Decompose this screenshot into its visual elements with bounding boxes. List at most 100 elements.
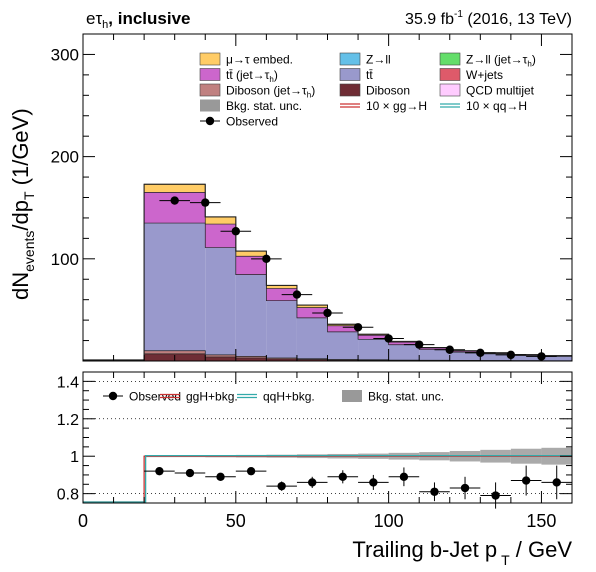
bar-tt--7	[358, 339, 389, 360]
observed-point-6	[353, 323, 363, 332]
observed-point-3	[262, 254, 271, 264]
observed-point-4	[292, 290, 302, 299]
ratio-point-10	[460, 483, 470, 493]
main-ytick-label-200: 200	[51, 148, 79, 167]
legend-ratio-label-gghb: ggH+bkg.	[186, 390, 238, 404]
legend-main-swatch-db	[339, 83, 361, 97]
main-y-ticks: 100 200 300	[51, 33, 572, 342]
ratio-ytick-label-3: 1.4	[57, 374, 79, 391]
bar-tt--13	[541, 356, 572, 361]
legend-main-label-qcd: QCD multijet	[466, 84, 535, 98]
ratio-point-2	[216, 472, 225, 481]
bar-tt-jet-h--11	[480, 353, 511, 354]
observed-point-9	[445, 345, 454, 354]
bar-diboson-jet-h--5	[296, 358, 328, 360]
legend-main-swatch-ttj	[199, 68, 221, 81]
ratio-line-1	[83, 455, 572, 503]
ratio-point-3	[246, 466, 256, 476]
ratio-point-11	[491, 491, 500, 500]
legend-main-swatch-emb	[199, 52, 221, 66]
legend-ratio-label-obs: Observed	[129, 390, 181, 404]
ratio-point-13	[552, 478, 561, 487]
observed-point-2	[231, 227, 241, 236]
ratio-xtick-label-0: 0	[78, 511, 88, 531]
bar-tt--8	[388, 344, 420, 361]
bar-tt-jet-h--9	[419, 348, 450, 350]
ratio-point-1	[185, 468, 195, 478]
bar-tt--5	[296, 317, 328, 359]
legend-main-label-dbj: Diboson (jet→τh)	[226, 84, 315, 100]
legend-main-label-zlj: Z→ll (jet→τh)	[466, 53, 536, 69]
observed-point-7	[384, 334, 393, 343]
bar-tt-jet-h--7	[358, 335, 389, 340]
bar-diboson-jet-h--2	[205, 354, 236, 357]
legend-main-label-unc: Bkg. stat. unc.	[226, 99, 302, 113]
legend-main-swatch-qcd	[439, 83, 461, 97]
bar--embed--1	[144, 184, 206, 193]
ratio-x-ticks: 0 50 100 150	[78, 372, 573, 531]
ratio-panel: 0.8 1 1.2 1.4 0 50 100 150 Observed ggH+bkg. qqH…	[57, 371, 573, 531]
bar-tt-jet-h--8	[388, 342, 420, 345]
bar-tt--9	[419, 349, 450, 361]
observed-point-1	[201, 198, 210, 207]
bar-diboson-3	[235, 357, 267, 361]
ratio-point-0	[155, 466, 164, 476]
legend-main-swatch-unc	[200, 99, 220, 112]
bar--embed--2	[205, 216, 236, 225]
legend-main-label-db: Diboson	[366, 84, 410, 98]
legend-ratio-swatch-uncr	[342, 390, 362, 402]
bar-tt--1	[144, 223, 206, 351]
bar-diboson-jet-h--3	[235, 356, 267, 358]
ratio-ytick-label-0: 0.8	[57, 487, 79, 504]
bar--embed--4	[266, 285, 297, 289]
legend-main-swatch-zlj	[439, 52, 461, 66]
bar-diboson-6	[327, 359, 359, 361]
bar-tt--4	[266, 300, 297, 358]
legend-main-label-qqh: 10 × qq→H	[466, 99, 527, 113]
bar-tt-jet-h--2	[205, 224, 236, 248]
channel-label: eτh, inclusive	[86, 9, 191, 31]
ratio-point-6	[338, 472, 347, 481]
bar-diboson-4	[266, 358, 297, 361]
luminosity-label: 35.9 fb-1 (2016, 13 TeV)	[405, 9, 572, 28]
ratio-xtick-label-50: 50	[226, 511, 246, 531]
layer-edge-2	[83, 222, 572, 361]
ratio-point-4	[277, 481, 286, 491]
legend-main-swatch-tt	[339, 68, 361, 81]
legend-main-swatch-zll	[339, 52, 361, 66]
legend-main-swatch-dbj	[199, 83, 221, 97]
legend-main: μ→τ embed. Z→ll Z→ll (jet→τh) tt̄ (jet→τh) t…	[199, 52, 536, 129]
ratio-gridlines	[83, 380, 572, 495]
bar--embed--3	[235, 251, 267, 257]
ratio-ytick-label-2: 1.2	[57, 412, 79, 429]
legend-main-swatch-wj	[439, 68, 461, 81]
main-x-ticks	[82, 34, 573, 361]
legend-main-label-tt: tt̄	[366, 68, 373, 82]
ratio-point-9	[430, 487, 439, 496]
stacked-histogram	[83, 183, 572, 362]
bar-tt-jet-h--10	[449, 351, 481, 353]
legend-main-label-zll: Z→ll	[366, 53, 391, 67]
ratio-ytick-label-1: 1	[70, 449, 79, 466]
observed-point-5	[323, 308, 332, 318]
ratio-point-8	[399, 472, 409, 481]
legend-ratio-label-qqhb: qqH+bkg.	[263, 390, 315, 404]
observed-data-ratio	[144, 465, 572, 509]
ratio-point-12	[521, 476, 531, 485]
bar-tt--12	[510, 355, 542, 361]
legend-ratio: Observed ggH+bkg. qqH+bkg. Bkg. stat. unc.	[103, 390, 444, 404]
bar-diboson-5	[296, 359, 328, 361]
observed-point-8	[414, 340, 424, 349]
ratio-point-7	[369, 478, 378, 487]
bar-tt--11	[480, 353, 511, 361]
ratio-xtick-label-100: 100	[374, 511, 404, 531]
legend-ratio-swatch-obs-dot	[108, 391, 118, 401]
y-axis-title: dNevents/dpT (1/GeV)	[8, 108, 37, 300]
observed-data-main	[159, 196, 557, 361]
bar-diboson-2	[205, 356, 236, 361]
bar--embed--5	[296, 305, 328, 308]
ratio-xtick-label-150: 150	[526, 511, 556, 531]
bar--embed--6	[327, 324, 359, 326]
